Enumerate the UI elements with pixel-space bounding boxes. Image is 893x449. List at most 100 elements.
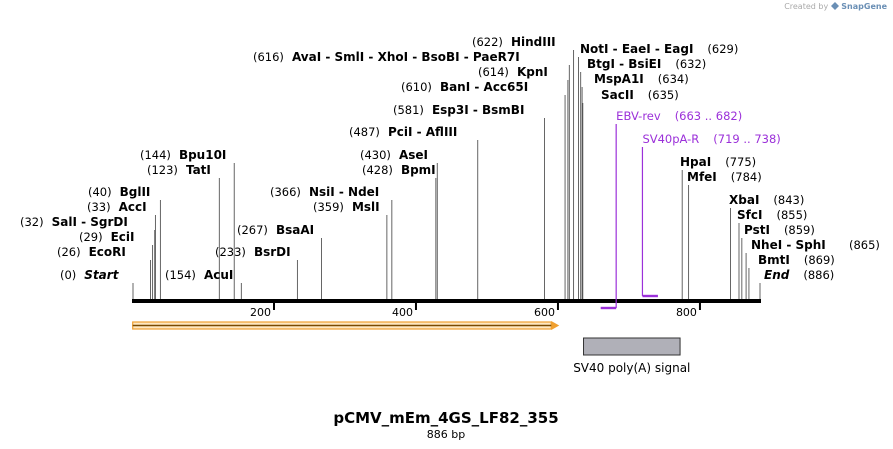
site-position-xbai: (843) [773, 193, 804, 207]
site-noti: NotI - EaeI - EagI (629) [580, 42, 738, 56]
site-sfci: SfcI (855) [737, 208, 807, 222]
site-bpu10i: (144) Bpu10I [140, 148, 226, 162]
site-name-kpni: KpnI [517, 65, 548, 79]
site-name-mfei: MfeI [687, 170, 717, 184]
site-name-tati: TatI [186, 163, 211, 177]
site-acci: (33) AccI [87, 200, 147, 214]
tick-label-800: 800 [676, 306, 697, 319]
site-bsaai: (267) BsaAI [237, 223, 314, 237]
site-position-bsaai: (267) [237, 223, 268, 237]
site-name-acci: AccI [119, 200, 147, 214]
site-xbai: XbaI (843) [729, 193, 804, 207]
primer-name-ebv-rev: EBV-rev [616, 109, 661, 123]
sequence-backbone [132, 299, 761, 303]
site-name-start: Start [84, 268, 119, 282]
credit-brand: SnapGene [841, 2, 887, 11]
site-asei: (430) AseI [360, 148, 428, 162]
site-btgi: BtgI - BsiEI (632) [587, 57, 706, 71]
primer-range-ebv-rev: (663 .. 682) [675, 109, 743, 123]
map-title: pCMV_mEm_4GS_LF82_355 [333, 409, 558, 427]
site-name-hindiii: HindIII [511, 35, 556, 49]
site-hpai: HpaI (775) [680, 155, 756, 169]
site-position-acui: (154) [165, 268, 196, 282]
site-position-bglii: (40) [88, 185, 112, 199]
site-position-ecii: (29) [79, 230, 103, 244]
primer-ebv-rev: EBV-rev (663 .. 682) [600, 109, 743, 310]
tick-label-400: 400 [392, 306, 413, 319]
backbone-bar [132, 299, 761, 303]
site-position-end: (886) [803, 268, 834, 282]
primer-annotations: EBV-rev (663 .. 682) SV40pA-R (719 .. 738) [600, 109, 781, 310]
site-bsrdi: (233) BsrDI [215, 245, 291, 259]
map-length: 886 bp [427, 428, 465, 441]
site-ecii: (29) EciI [79, 230, 135, 244]
feature-sv40-polya: SV40 poly(A) signal [573, 337, 690, 375]
feature-orf-arrow [132, 321, 560, 330]
site-name-nhei: NheI - SphI [751, 238, 826, 252]
site-position-bpmi: (428) [362, 163, 393, 177]
site-tati: (123) TatI [147, 163, 211, 177]
site-avai: (616) AvaI - SmlI - XhoI - BsoBI - PaeR7I [253, 50, 520, 64]
site-name-msli: MslI [352, 200, 380, 214]
site-name-bpmi: BpmI [401, 163, 436, 177]
site-pcii: (487) PciI - AflIII [349, 125, 457, 139]
site-bpmi: (428) BpmI [362, 163, 436, 177]
site-bmti: BmtI (869) [758, 253, 835, 267]
site-name-noti: NotI - EaeI - EagI [580, 42, 693, 56]
site-position-sali: (32) [20, 215, 44, 229]
site-name-bsaai: BsaAI [276, 223, 314, 237]
site-name-mspa1i: MspA1I [594, 72, 644, 86]
site-position-nhei: (865) [849, 238, 880, 252]
site-position-noti: (629) [707, 42, 738, 56]
feature-arrowhead-orf-arrow [551, 321, 560, 330]
site-position-mspa1i: (634) [658, 72, 689, 86]
site-name-ecori: EcoRI [89, 245, 126, 259]
site-end: End (886) [764, 268, 834, 282]
site-position-mfei: (784) [731, 170, 762, 184]
site-position-bsrdi: (233) [215, 245, 246, 259]
site-name-sfci: SfcI [737, 208, 762, 222]
site-position-btgi: (632) [675, 57, 706, 71]
site-esp3i: (581) Esp3I - BsmBI [393, 103, 524, 117]
site-name-ecii: EciI [111, 230, 135, 244]
site-name-bani: BanI - Acc65I [440, 80, 528, 94]
site-bglii: (40) BglII [88, 185, 150, 199]
site-acui: (154) AcuI [165, 268, 233, 282]
site-mfei: MfeI (784) [687, 170, 762, 184]
site-ecori: (26) EcoRI [57, 245, 126, 259]
site-name-bpu10i: Bpu10I [179, 148, 226, 162]
tick-label-600: 600 [534, 306, 555, 319]
site-name-psti: PstI [744, 223, 770, 237]
feature-box-sv40-polya [583, 337, 681, 356]
site-kpni: (614) KpnI [478, 65, 548, 79]
site-name-asei: AseI [399, 148, 428, 162]
primer-name-sv40pa-r: SV40pA-R [642, 132, 699, 146]
site-position-bani: (610) [401, 80, 432, 94]
site-labels: (0) Start (26) EcoRI(29) EciI (32) SalI - SgrD… [20, 35, 880, 282]
site-position-acci: (33) [87, 200, 111, 214]
site-position-hindiii: (622) [472, 35, 503, 49]
snapgene-credit: Created by SnapGene [784, 2, 887, 11]
primer-range-sv40pa-r: (719 .. 738) [713, 132, 781, 146]
site-position-sfci: (855) [776, 208, 807, 222]
site-psti: PstI (859) [744, 223, 815, 237]
site-name-hpai: HpaI [680, 155, 711, 169]
site-sali: (32) SalI - SgrDI [20, 215, 128, 229]
site-name-bglii: BglII [120, 185, 151, 199]
site-start: (0) Start [60, 268, 120, 282]
site-position-tati: (123) [147, 163, 178, 177]
site-name-nsii: NsiI - NdeI [309, 185, 379, 199]
feature-annotations: SV40 poly(A) signal [132, 321, 690, 375]
site-position-msli: (359) [313, 200, 344, 214]
tick-label-200: 200 [250, 306, 271, 319]
feature-label-sv40-polya: SV40 poly(A) signal [573, 361, 690, 375]
site-position-bpu10i: (144) [140, 148, 171, 162]
site-position-pcii: (487) [349, 125, 380, 139]
site-position-esp3i: (581) [393, 103, 424, 117]
site-name-acui: AcuI [204, 268, 233, 282]
site-leader-lines [132, 50, 761, 299]
site-position-nsii: (366) [270, 185, 301, 199]
site-sacii: SacII (635) [601, 88, 679, 102]
site-name-sacii: SacII [601, 88, 634, 102]
